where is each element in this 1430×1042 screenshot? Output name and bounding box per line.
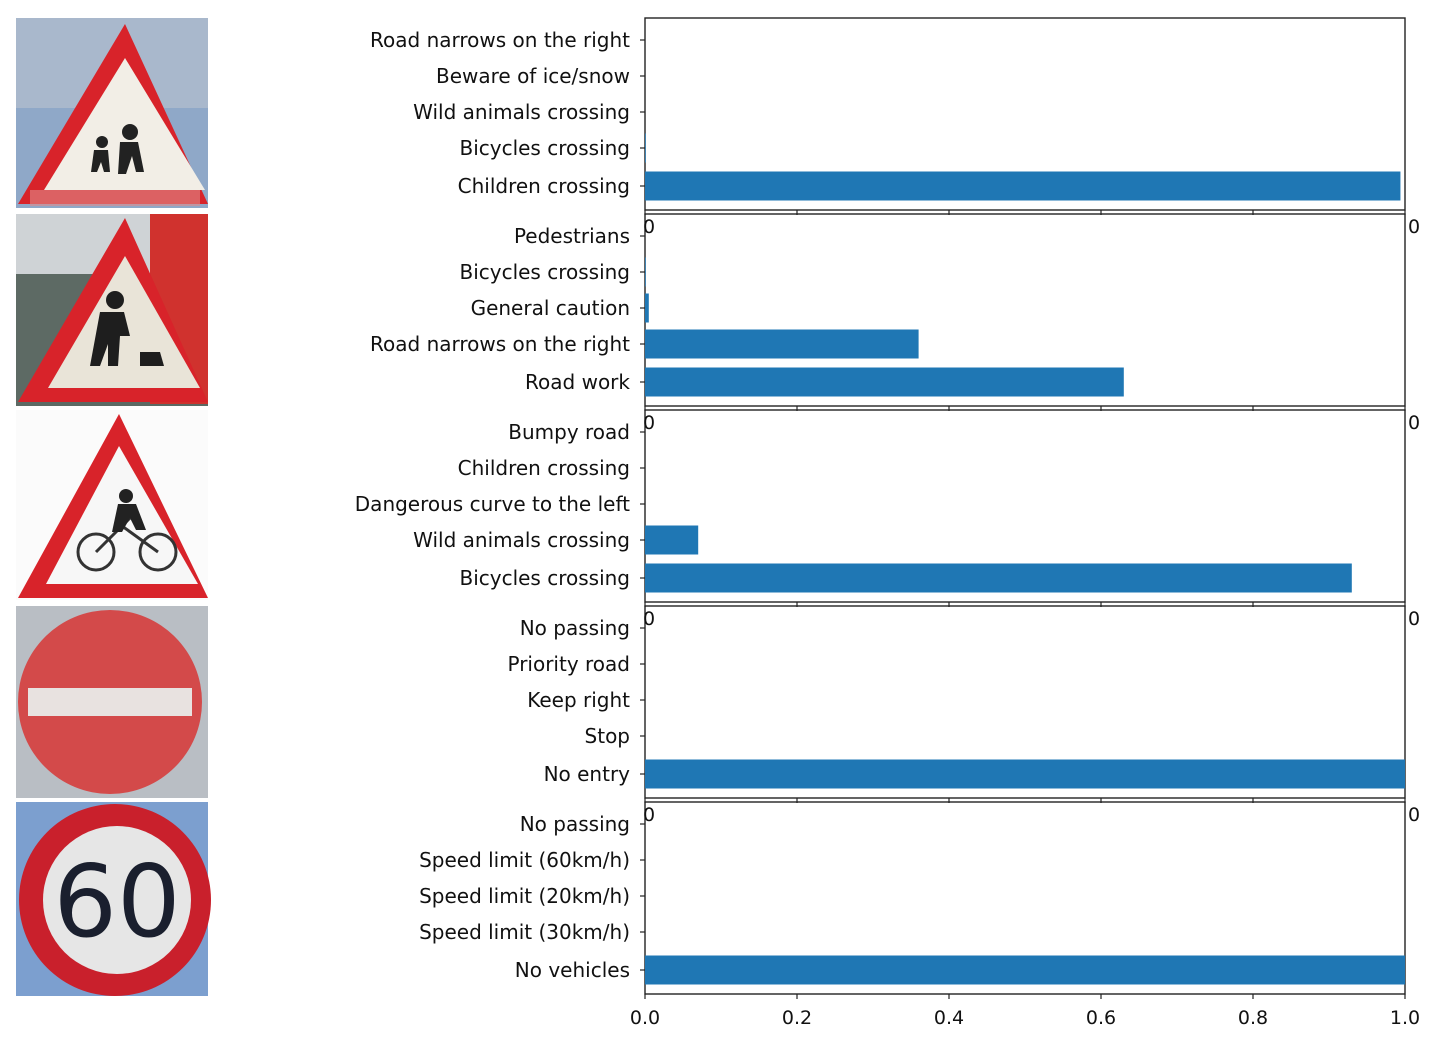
sign-image-no-entry xyxy=(16,606,208,798)
category-label: Wild animals crossing xyxy=(413,528,630,552)
overlap-tick-right: 0 xyxy=(1408,804,1420,826)
bar-chart-panels: Road narrows on the right Beware of ice/s… xyxy=(355,17,1420,1029)
bar xyxy=(645,367,1124,397)
category-label: Speed limit (20km/h) xyxy=(419,884,630,908)
sign-image-road-work xyxy=(16,214,208,406)
category-label: No passing xyxy=(520,616,630,640)
category-label: General caution xyxy=(471,296,630,320)
chart-panel-3: Bumpy road Children crossing Dangerous cur… xyxy=(355,409,1406,607)
category-label: Road work xyxy=(525,370,630,394)
category-label: Beware of ice/snow xyxy=(436,64,630,88)
category-label: Keep right xyxy=(527,688,630,712)
category-label: No entry xyxy=(544,762,631,786)
category-label: Bicycles crossing xyxy=(459,566,630,590)
category-label: Stop xyxy=(585,724,630,748)
x-tick-label: 0.4 xyxy=(934,1007,964,1029)
overlap-tick-left: 0 xyxy=(643,216,655,238)
bar xyxy=(645,257,646,287)
x-tick-label: 1.0 xyxy=(1390,1007,1420,1029)
overlap-tick-left: 0 xyxy=(643,804,655,826)
category-label: Road narrows on the right xyxy=(370,332,630,356)
bar xyxy=(645,133,646,163)
sign-60-text: 60 xyxy=(53,843,180,960)
plot-frame xyxy=(644,605,1406,799)
category-label: Pedestrians xyxy=(514,224,630,248)
chart-panel-4: No passing Priority road Keep right Stop No … xyxy=(507,605,1406,803)
plot-frame xyxy=(644,17,1406,211)
chart-panel-2: Pedestrians Bicycles crossing General caut… xyxy=(370,213,1406,411)
overlap-tick-right: 0 xyxy=(1408,216,1420,238)
chart-panel-5: No passing Speed limit (60km/h) Speed limi… xyxy=(419,801,1420,1029)
plot-frame xyxy=(644,409,1406,603)
x-tick-label: 0.2 xyxy=(782,1007,812,1029)
overlapping-tick-labels: 0 0 0 0 0 0 0 0 xyxy=(643,216,1420,826)
category-label: Children crossing xyxy=(458,174,630,198)
bar xyxy=(645,525,699,555)
sign-image-speed-limit-60: 60 xyxy=(16,802,211,996)
x-tick-label: 0.8 xyxy=(1238,1007,1268,1029)
category-label: No vehicles xyxy=(515,958,630,982)
x-tick-label: 0.0 xyxy=(630,1007,660,1029)
category-label: Priority road xyxy=(507,652,630,676)
bar xyxy=(645,759,1405,789)
overlap-tick-left: 0 xyxy=(643,608,655,630)
overlap-tick-right: 0 xyxy=(1408,412,1420,434)
overlap-tick-right: 0 xyxy=(1408,608,1420,630)
bar xyxy=(645,329,919,359)
bar xyxy=(645,171,1401,201)
bar xyxy=(645,563,1352,593)
x-tick-label: 0.6 xyxy=(1086,1007,1116,1029)
category-label: Bicycles crossing xyxy=(459,260,630,284)
category-label: Children crossing xyxy=(458,456,630,480)
plot-frame xyxy=(644,801,1406,995)
category-label: Speed limit (60km/h) xyxy=(419,848,630,872)
category-label: No passing xyxy=(520,812,630,836)
sign-image-bicycles-crossing xyxy=(16,410,208,600)
sign-image-children-crossing xyxy=(16,18,208,208)
category-label: Speed limit (30km/h) xyxy=(419,920,630,944)
category-label: Wild animals crossing xyxy=(413,100,630,124)
category-label: Road narrows on the right xyxy=(370,28,630,52)
chart-panel-1: Road narrows on the right Beware of ice/s… xyxy=(370,17,1406,215)
category-label: Bicycles crossing xyxy=(459,136,630,160)
category-label: Bumpy road xyxy=(508,420,630,444)
overlap-tick-left: 0 xyxy=(643,412,655,434)
bar xyxy=(645,955,1405,985)
bar xyxy=(645,293,649,323)
category-label: Dangerous curve to the left xyxy=(355,492,630,516)
